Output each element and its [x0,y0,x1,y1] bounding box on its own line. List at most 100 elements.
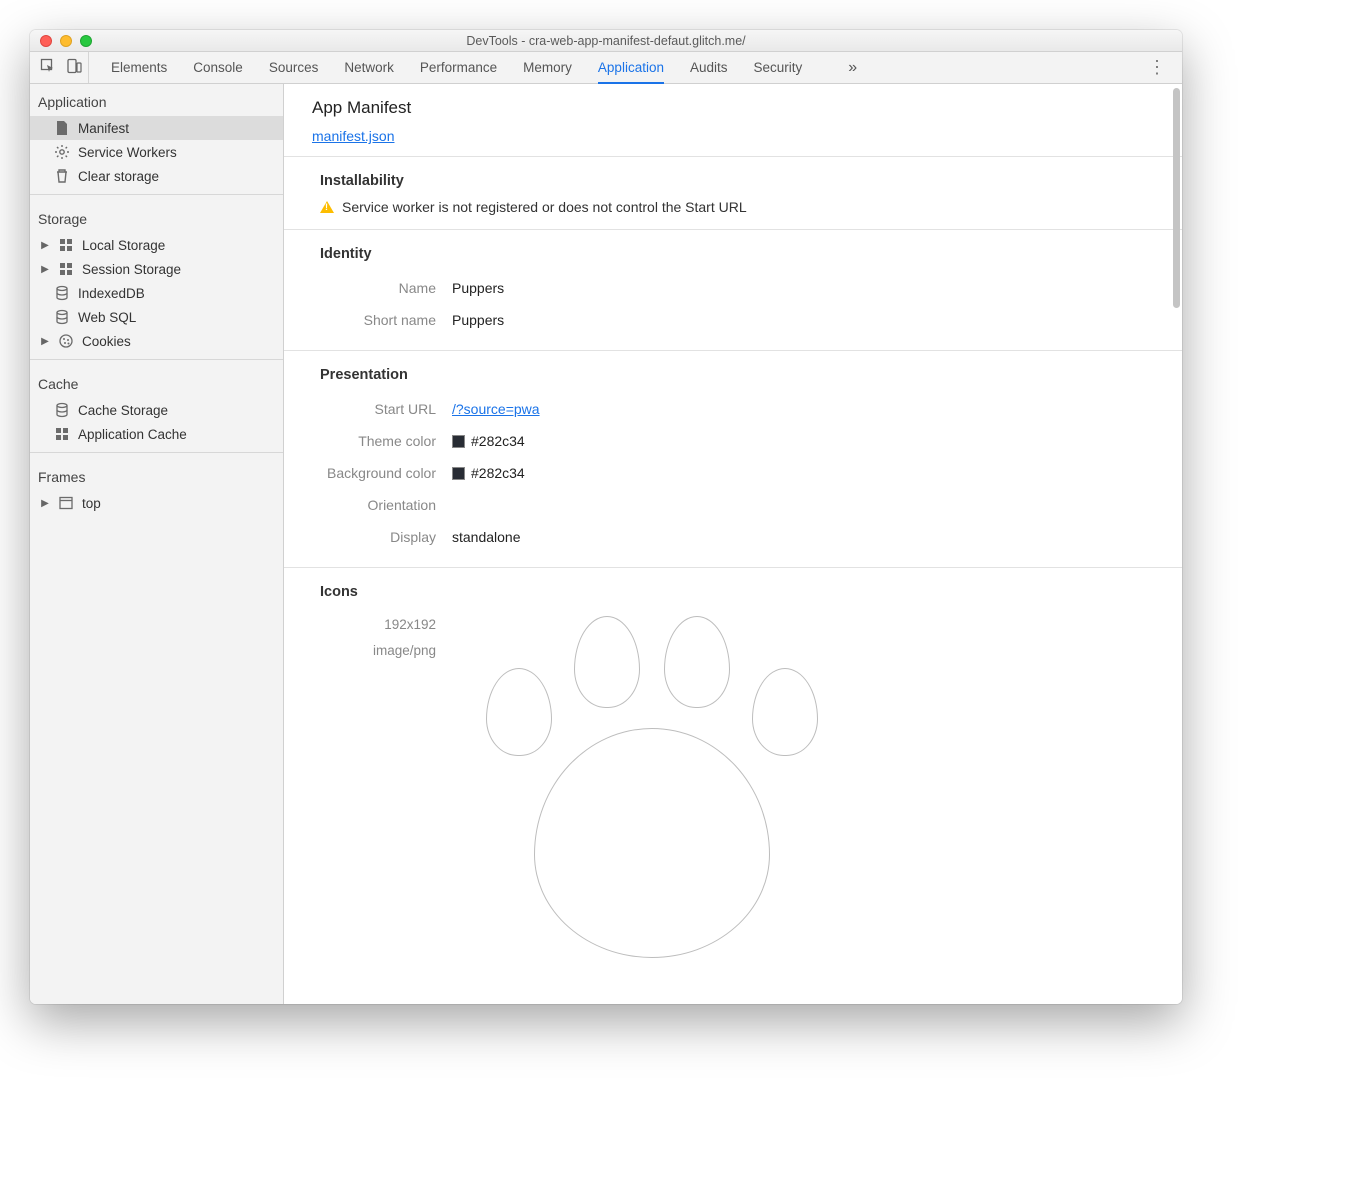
tab-console[interactable]: Console [193,52,243,83]
color-text: #282c34 [471,465,525,481]
kebab-menu-icon[interactable]: ⋮ [1148,57,1168,78]
color-swatch [452,467,465,480]
sidebar-item-label: Manifest [78,121,129,136]
device-icon[interactable] [66,58,82,77]
main-header: App Manifest manifest.json [284,84,1182,156]
icons-block: 192x192 image/png [284,610,1182,830]
tab-application[interactable]: Application [598,53,664,84]
sidebar-item-cookies[interactable]: ▶ Cookies [30,329,283,353]
section-presentation: Presentation Start URL /?source=pwa Them… [284,350,1182,567]
database-icon [54,309,70,325]
grid-icon [58,261,74,277]
minimize-icon[interactable] [60,35,72,47]
sidebar-item-label: Application Cache [78,427,187,442]
section-identity: Identity Name Puppers Short name Puppers [284,229,1182,350]
tab-audits[interactable]: Audits [690,52,728,83]
sidebar-item-label: Local Storage [82,238,165,253]
label: Name [284,280,452,296]
disclosure-icon: ▶ [40,498,50,509]
sidebar-item-manifest[interactable]: Manifest [30,116,283,140]
pawprint-icon [456,610,896,830]
section-title: Icons [284,584,1182,600]
divider [30,452,283,453]
grid-icon [58,237,74,253]
sidebar-item-label: Cookies [82,334,131,349]
installability-warning: Service worker is not registered or does… [284,199,1182,215]
sidebar-item-service-workers[interactable]: Service Workers [30,140,283,164]
page-title: App Manifest [312,98,1182,118]
sidebar-item-label: top [82,496,101,511]
body: Application Manifest Service Workers Cle… [30,84,1182,1004]
value: standalone [452,529,521,545]
value: Puppers [452,312,504,328]
disclosure-icon: ▶ [40,336,50,347]
inspect-icon[interactable] [40,58,56,77]
icon-mime: image/png [320,638,436,664]
value: #282c34 [452,465,525,481]
sidebar-item-session-storage[interactable]: ▶ Session Storage [30,257,283,281]
sidebar-section-cache: Cache [30,366,283,398]
window-title: DevTools - cra-web-app-manifest-defaut.g… [30,34,1182,48]
sidebar-item-label: IndexedDB [78,286,145,301]
main-panel: App Manifest manifest.json Installabilit… [284,84,1182,1004]
disclosure-icon: ▶ [40,264,50,275]
kv-name: Name Puppers [284,272,1182,304]
divider [30,359,283,360]
manifest-link[interactable]: manifest.json [312,128,394,144]
sidebar-section-storage: Storage [30,201,283,233]
devtools-window: DevTools - cra-web-app-manifest-defaut.g… [30,30,1182,1004]
more-tabs-icon[interactable]: » [848,59,857,77]
tab-security[interactable]: Security [754,52,803,83]
sidebar-item-websql[interactable]: Web SQL [30,305,283,329]
section-title: Identity [284,246,1182,262]
scrollbar[interactable] [1173,88,1180,308]
sidebar: Application Manifest Service Workers Cle… [30,84,284,1004]
grid-icon [54,426,70,442]
tab-elements[interactable]: Elements [111,52,167,83]
sidebar-item-indexeddb[interactable]: IndexedDB [30,281,283,305]
close-icon[interactable] [40,35,52,47]
label: Start URL [284,401,452,417]
value: /?source=pwa [452,401,540,417]
tab-sources[interactable]: Sources [269,52,319,83]
icons-meta: 192x192 image/png [320,610,436,830]
sidebar-item-top[interactable]: ▶ top [30,491,283,515]
trash-icon [54,168,70,184]
sidebar-item-label: Session Storage [82,262,181,277]
sidebar-item-label: Web SQL [78,310,136,325]
value: Puppers [452,280,504,296]
tab-memory[interactable]: Memory [523,52,572,83]
sidebar-item-local-storage[interactable]: ▶ Local Storage [30,233,283,257]
kv-starturl: Start URL /?source=pwa [284,393,1182,425]
warning-icon [320,201,334,213]
devtools-tabbar: Elements Console Sources Network Perform… [30,52,1182,84]
tabbar-leading [30,52,89,83]
kv-display: Display standalone [284,521,1182,553]
database-icon [54,285,70,301]
sidebar-item-application-cache[interactable]: Application Cache [30,422,283,446]
sidebar-item-clear-storage[interactable]: Clear storage [30,164,283,188]
zoom-icon[interactable] [80,35,92,47]
sidebar-item-cache-storage[interactable]: Cache Storage [30,398,283,422]
database-icon [54,402,70,418]
label: Display [284,529,452,545]
frame-icon [58,495,74,511]
label: Theme color [284,433,452,449]
sidebar-item-label: Service Workers [78,145,177,160]
sidebar-item-label: Clear storage [78,169,159,184]
disclosure-icon: ▶ [40,240,50,251]
section-icons: Icons 192x192 image/png [284,567,1182,844]
sidebar-item-label: Cache Storage [78,403,168,418]
divider [30,194,283,195]
color-text: #282c34 [471,433,525,449]
color-swatch [452,435,465,448]
label: Background color [284,465,452,481]
tab-performance[interactable]: Performance [420,52,497,83]
tab-network[interactable]: Network [344,52,394,83]
sidebar-section-application: Application [30,84,283,116]
value: #282c34 [452,433,525,449]
traffic-lights [30,35,92,47]
sidebar-section-frames: Frames [30,459,283,491]
warning-text: Service worker is not registered or does… [342,199,747,215]
start-url-link[interactable]: /?source=pwa [452,401,540,417]
